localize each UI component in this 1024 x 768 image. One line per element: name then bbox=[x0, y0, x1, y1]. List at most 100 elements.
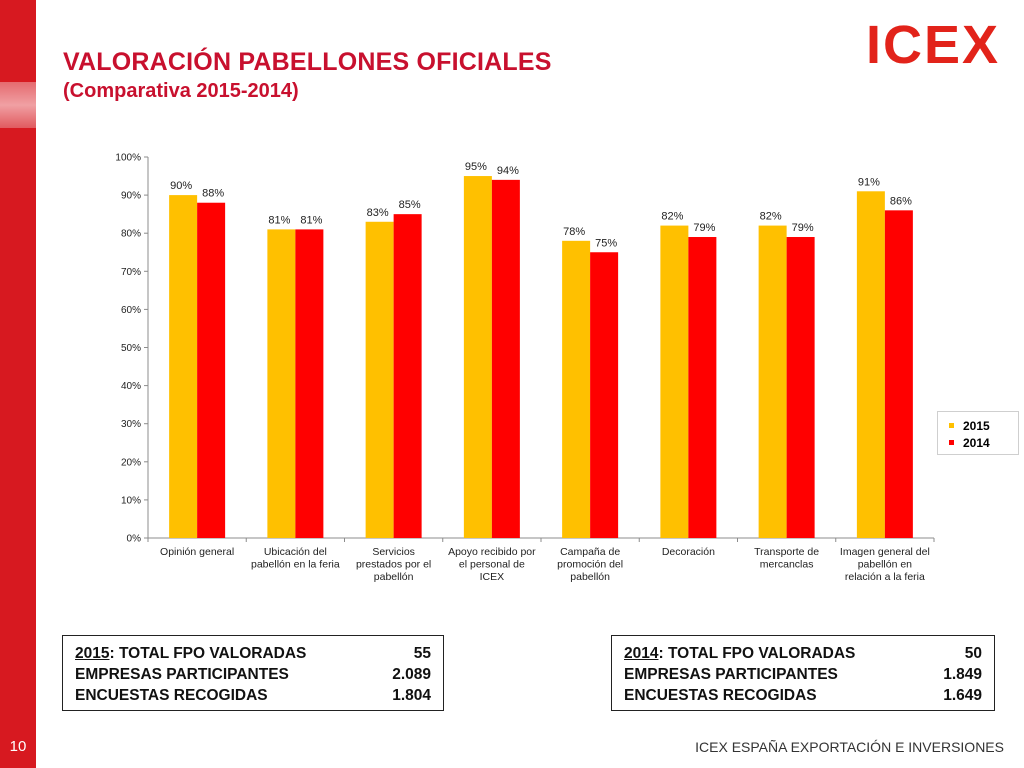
category-label-line: Opinión general bbox=[160, 546, 234, 558]
legend-label-2015: 2015 bbox=[963, 418, 990, 433]
bar-2014 bbox=[491, 179, 520, 539]
category-label-line: Ubicación del bbox=[264, 546, 327, 558]
data-label-2015: 82% bbox=[661, 211, 683, 223]
slide-subtitle: (Comparativa 2015-2014) bbox=[63, 80, 299, 102]
summary-row-value: 1.804 bbox=[392, 687, 431, 704]
summary-year: 2015 bbox=[75, 645, 110, 662]
bar-2014 bbox=[295, 229, 324, 538]
bar-2015 bbox=[169, 195, 198, 538]
summary-row-label: 2014: TOTAL FPO VALORADAS bbox=[624, 645, 856, 662]
bar-2015 bbox=[660, 225, 689, 538]
category-label-line: Decoración bbox=[662, 546, 715, 558]
bar-2015 bbox=[463, 176, 492, 539]
data-label-2014: 94% bbox=[497, 165, 519, 177]
y-tick-label: 30% bbox=[121, 419, 141, 430]
icex-logo-text: ICEX bbox=[866, 16, 1000, 68]
bar-2015 bbox=[856, 191, 885, 539]
summary-row: ENCUESTAS RECOGIDAS 1.649 bbox=[624, 685, 982, 706]
category-label-line: pabellón en la feria bbox=[251, 559, 340, 571]
summary-box-2015: 2015: TOTAL FPO VALORADAS 55 EMPRESAS PA… bbox=[62, 635, 444, 711]
summary-row-value: 50 bbox=[964, 645, 982, 662]
category-label-line: pabellón en bbox=[858, 559, 912, 571]
category-label-line: relación a la feria bbox=[845, 571, 925, 583]
legend-swatch-2015 bbox=[949, 423, 954, 428]
summary-row-label: ENCUESTAS RECOGIDAS bbox=[75, 687, 268, 704]
data-label-2015: 78% bbox=[563, 226, 585, 238]
y-tick-label: 60% bbox=[121, 305, 141, 316]
category-label: Decoración bbox=[662, 546, 715, 558]
y-tick-label: 70% bbox=[121, 267, 141, 278]
data-label-2015: 91% bbox=[858, 176, 880, 188]
summary-row-value: 1.849 bbox=[943, 666, 982, 683]
category-label-line: ICEX bbox=[480, 571, 505, 583]
summary-row-label: EMPRESAS PARTICIPANTES bbox=[624, 666, 838, 683]
bar-2014 bbox=[688, 237, 717, 538]
data-label-2014: 79% bbox=[693, 222, 715, 234]
category-label: Transporte de mercanclas bbox=[754, 546, 819, 571]
category-label: Apoyo recibido por el personal de ICEX bbox=[448, 546, 536, 583]
y-tick-label: 50% bbox=[121, 343, 141, 354]
bar-2015 bbox=[562, 240, 591, 538]
legend-label-2014: 2014 bbox=[963, 435, 990, 450]
page-number: 10 bbox=[9, 738, 27, 755]
y-tick-label: 20% bbox=[121, 457, 141, 468]
summary-row-label: 2015: TOTAL FPO VALORADAS bbox=[75, 645, 307, 662]
category-label-line: Transporte de bbox=[754, 546, 819, 558]
y-tick-label: 90% bbox=[121, 191, 141, 202]
summary-box-2014: 2014: TOTAL FPO VALORADAS 50 EMPRESAS PA… bbox=[611, 635, 995, 711]
legend-item-2015: 2015 bbox=[949, 417, 1018, 434]
data-label-2015: 83% bbox=[367, 207, 389, 219]
bar-chart: 0% 10% 20% 30% 40% 50% 60% 70% 80% 90% 100% 90% 88% O… bbox=[115, 153, 935, 583]
category-label: Imagen general del pabellón en relación a … bbox=[840, 546, 930, 583]
category-label: Ubicación del pabellón en la feria bbox=[251, 546, 340, 571]
summary-row: 2015: TOTAL FPO VALORADAS 55 bbox=[75, 643, 431, 664]
legend-item-2014: 2014 bbox=[949, 434, 1018, 451]
icex-logo: ICEX bbox=[866, 16, 1000, 68]
slide-title: VALORACIÓN PABELLONES OFICIALES bbox=[63, 48, 552, 76]
summary-row-value: 2.089 bbox=[392, 666, 431, 683]
category-label-line: Campaña de bbox=[560, 546, 620, 558]
summary-row: EMPRESAS PARTICIPANTES 2.089 bbox=[75, 664, 431, 685]
summary-row: 2014: TOTAL FPO VALORADAS 50 bbox=[624, 643, 982, 664]
category-label-line: el personal de bbox=[459, 559, 525, 571]
summary-row: EMPRESAS PARTICIPANTES 1.849 bbox=[624, 664, 982, 685]
bar-2014 bbox=[884, 210, 913, 538]
summary-row-label: EMPRESAS PARTICIPANTES bbox=[75, 666, 289, 683]
data-label-2014: 81% bbox=[300, 214, 322, 226]
y-tick-label: 10% bbox=[121, 495, 141, 506]
data-label-2015: 81% bbox=[268, 214, 290, 226]
summary-year: 2014 bbox=[624, 645, 659, 662]
data-label-2015: 82% bbox=[760, 211, 782, 223]
bar-2014 bbox=[590, 252, 619, 538]
data-label-2014: 86% bbox=[890, 195, 912, 207]
left-band-highlight bbox=[0, 82, 36, 128]
category-label-line: pabellón bbox=[570, 571, 610, 583]
left-accent-band bbox=[0, 0, 36, 768]
category-label-line: pabellón bbox=[374, 571, 414, 583]
data-label-2014: 79% bbox=[792, 222, 814, 234]
y-tick-label: 0% bbox=[127, 534, 142, 545]
summary-row-label: ENCUESTAS RECOGIDAS bbox=[624, 687, 817, 704]
category-label-line: promoción del bbox=[557, 559, 623, 571]
bar-2015 bbox=[267, 229, 296, 538]
y-tick-label: 100% bbox=[115, 153, 141, 164]
chart-legend: 2015 2014 bbox=[937, 411, 1019, 455]
y-tick-label: 40% bbox=[121, 381, 141, 392]
summary-row-value: 55 bbox=[413, 645, 431, 662]
category-label-line: Servicios bbox=[372, 546, 415, 558]
legend-swatch-2014 bbox=[949, 440, 954, 445]
data-label-2014: 88% bbox=[202, 188, 224, 200]
bar-2014 bbox=[786, 237, 815, 538]
bar-2015 bbox=[758, 225, 787, 538]
summary-row-value: 1.649 bbox=[943, 687, 982, 704]
category-label-line: Apoyo recibido por bbox=[448, 546, 536, 558]
bar-2015 bbox=[365, 221, 394, 538]
bar-2014 bbox=[393, 214, 422, 538]
y-tick-label: 80% bbox=[121, 229, 141, 240]
bar-2014 bbox=[197, 202, 226, 538]
data-label-2014: 75% bbox=[595, 237, 617, 249]
category-label: Campaña de promoción del pabellón bbox=[557, 546, 623, 583]
category-label-line: mercanclas bbox=[760, 559, 814, 571]
category-label-line: prestados por el bbox=[356, 559, 431, 571]
data-label-2015: 90% bbox=[170, 180, 192, 192]
